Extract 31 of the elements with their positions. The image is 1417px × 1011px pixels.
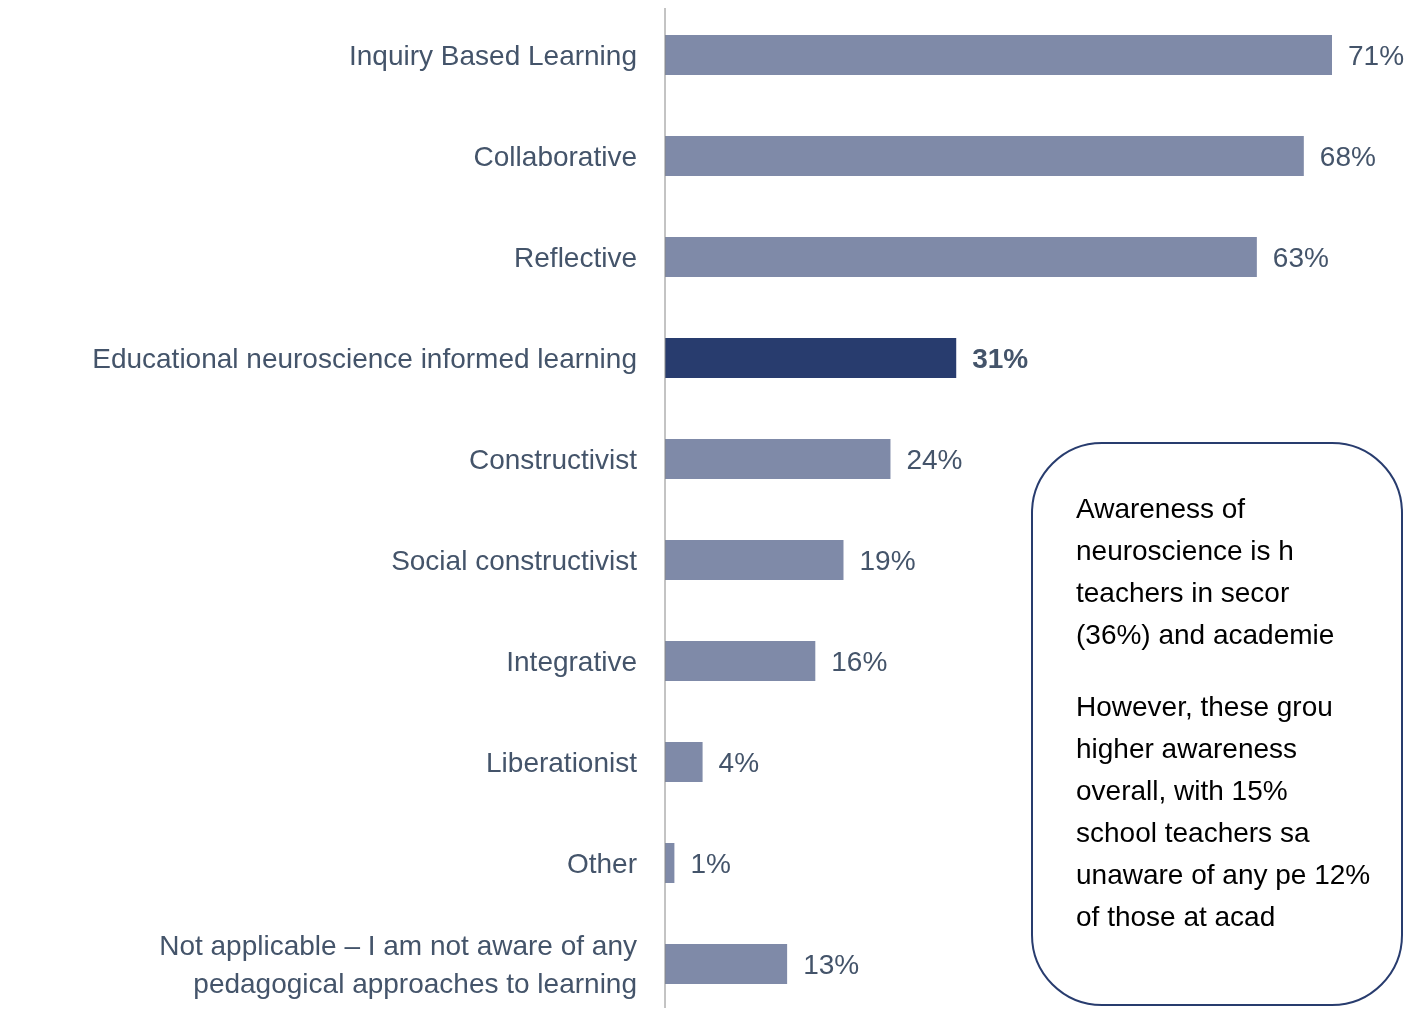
annotation: Awareness of neuroscience is h teachers in secor (36%) and academie [1076,493,1335,650]
y-tick-label: Social constructivist [391,544,638,576]
data-label: 1% [690,847,731,879]
bar [665,439,891,479]
annotation: However, these grou higher awareness overall, with 15% school teachers sa unaware of any pe 12% of those at acad [1076,691,1371,932]
bar [665,742,703,782]
y-tick-label: Collaborative [473,140,637,172]
y-tick-label: Reflective [514,241,637,273]
bar [665,35,1332,75]
y-tick-label: Educational neuroscience informed learning [92,342,637,374]
y-tick-label: Constructivist [468,443,638,475]
data-label: 13% [803,948,860,980]
bar [665,540,844,580]
y-tick-label: Other [566,847,637,879]
data-label: 31% [972,342,1029,374]
y-tick-label: Liberationist [486,746,638,778]
bar [665,641,816,681]
y-tick-label: Inquiry Based Learning [349,39,637,71]
data-label: 68% [1319,140,1376,172]
y-tick-label: Integrative [506,645,637,677]
data-label: 63% [1272,241,1329,273]
data-label: 16% [831,645,888,677]
bar [665,338,957,378]
bar [665,136,1304,176]
data-label: 19% [859,544,916,576]
data-label: 4% [718,746,760,778]
bar [665,944,788,984]
bar [665,237,1257,277]
data-label: 71% [1348,39,1405,71]
y-tick-label: Not applicable – I am not aware of any pedagogical approaches to learning [159,929,637,999]
data-label: 24% [906,443,963,475]
